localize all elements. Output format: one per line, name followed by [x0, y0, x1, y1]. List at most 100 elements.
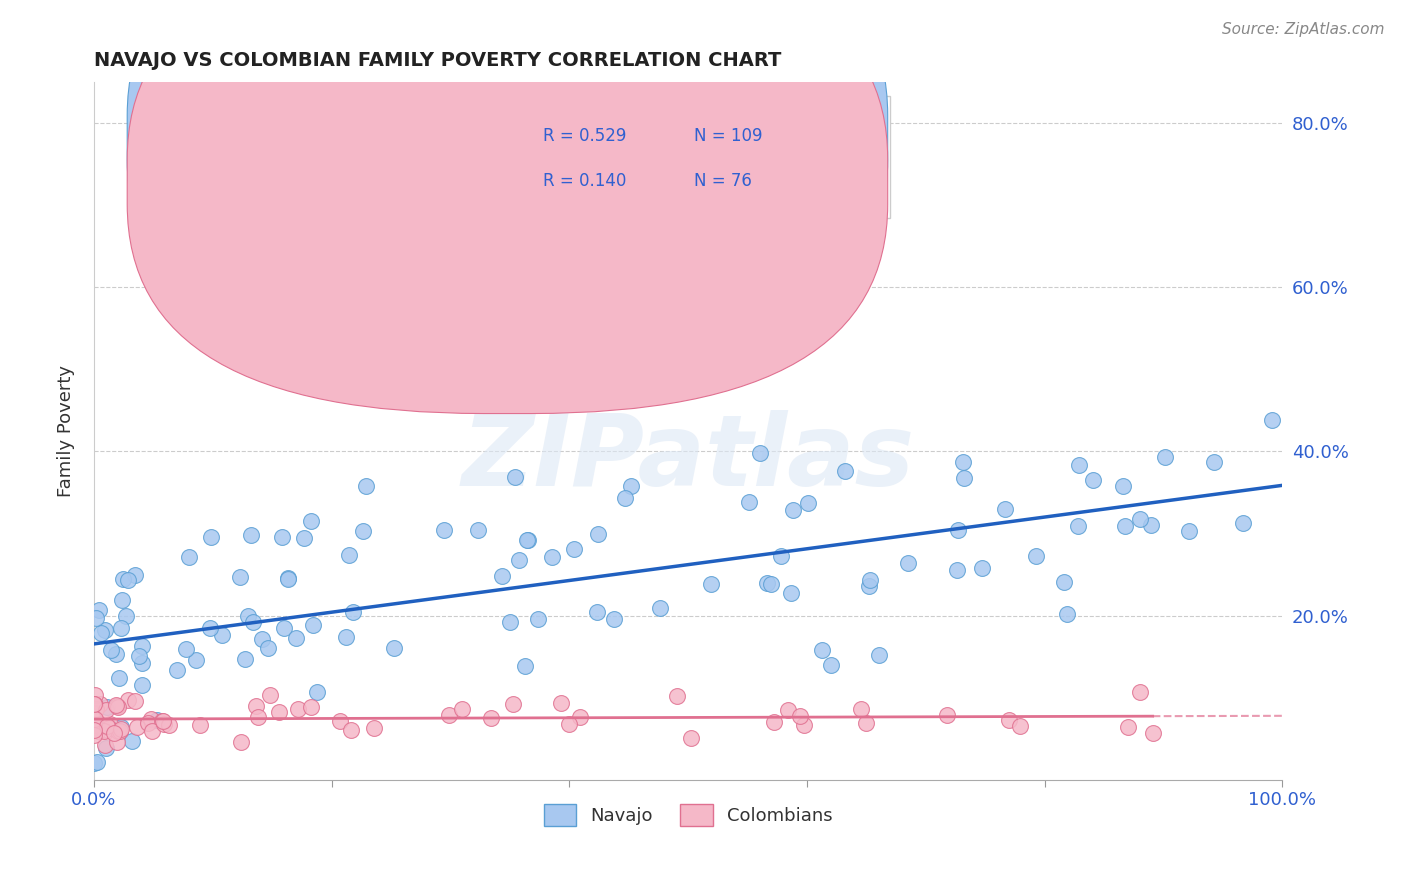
Point [139, 713, 162, 727]
Point [527, 612, 550, 626]
Point [820, 658, 842, 673]
Point [238, 609, 260, 624]
Point [970, 560, 993, 574]
Point [96, 699, 118, 714]
Point [540, 550, 562, 565]
Point [1153, 450, 1175, 465]
Point [87, 603, 110, 617]
Text: R = 0.140: R = 0.140 [543, 172, 627, 190]
Point [505, 470, 527, 484]
Text: ZIPatlas: ZIPatlas [461, 410, 915, 508]
Point [858, 579, 880, 593]
Point [897, 556, 920, 570]
Point [620, 478, 643, 492]
Point [432, 523, 454, 537]
Point [305, 685, 328, 699]
Text: N = 76: N = 76 [695, 172, 752, 190]
Point [110, 621, 132, 635]
Point [83, 697, 105, 711]
Point [1232, 516, 1254, 531]
Point [558, 716, 581, 731]
Point [603, 612, 626, 626]
Point [87, 724, 110, 739]
Point [114, 608, 136, 623]
Point [105, 698, 128, 713]
Point [84, 702, 107, 716]
Point [94, 624, 117, 638]
Point [569, 709, 592, 723]
Point [273, 621, 295, 635]
Point [166, 664, 188, 678]
Point [1008, 719, 1031, 733]
Point [329, 714, 352, 728]
Point [84, 698, 107, 713]
Point [382, 640, 405, 655]
Point [146, 713, 169, 727]
Y-axis label: Family Poverty: Family Poverty [58, 365, 75, 497]
Point [152, 714, 174, 728]
Point [1114, 518, 1136, 533]
Point [354, 479, 377, 493]
Point [117, 693, 139, 707]
Point [342, 605, 364, 619]
Point [259, 689, 281, 703]
Point [107, 700, 129, 714]
Point [83, 723, 105, 737]
Point [245, 699, 267, 714]
Point [110, 723, 132, 738]
Point [797, 496, 820, 510]
Text: N = 109: N = 109 [695, 127, 762, 145]
Point [292, 532, 315, 546]
Point [868, 648, 890, 663]
Point [93, 724, 115, 739]
Point [84, 688, 107, 702]
Point [437, 708, 460, 723]
Point [83, 712, 105, 726]
Point [83, 728, 105, 742]
Point [83, 714, 105, 728]
Point [562, 542, 585, 557]
Point [100, 643, 122, 657]
Point [789, 708, 811, 723]
Point [240, 528, 263, 542]
Point [1129, 684, 1152, 698]
Text: Source: ZipAtlas.com: Source: ZipAtlas.com [1222, 22, 1385, 37]
Point [299, 514, 322, 528]
Point [679, 731, 702, 745]
Point [997, 713, 1019, 727]
Point [174, 642, 197, 657]
Point [502, 697, 524, 711]
Point [247, 709, 270, 723]
Point [491, 569, 513, 583]
Point [782, 502, 804, 516]
Point [152, 714, 174, 729]
Point [738, 494, 761, 508]
Point [499, 615, 522, 629]
Point [89, 697, 111, 711]
Point [200, 621, 222, 635]
Point [107, 671, 129, 685]
Point [834, 464, 856, 478]
Point [451, 701, 474, 715]
Point [83, 706, 105, 720]
Point [340, 723, 363, 737]
Point [96, 719, 118, 733]
Point [1069, 458, 1091, 472]
Point [1142, 726, 1164, 740]
Point [1053, 574, 1076, 589]
Point [1140, 517, 1163, 532]
Point [127, 720, 149, 734]
Point [110, 722, 132, 736]
Point [613, 491, 636, 505]
Point [107, 723, 129, 738]
Point [242, 615, 264, 629]
Point [946, 563, 969, 577]
Point [229, 570, 252, 584]
Point [111, 592, 134, 607]
Point [748, 446, 770, 460]
Point [111, 572, 134, 586]
Point [1178, 524, 1201, 538]
Point [1081, 473, 1104, 487]
Point [98, 721, 121, 735]
Point [948, 523, 970, 537]
